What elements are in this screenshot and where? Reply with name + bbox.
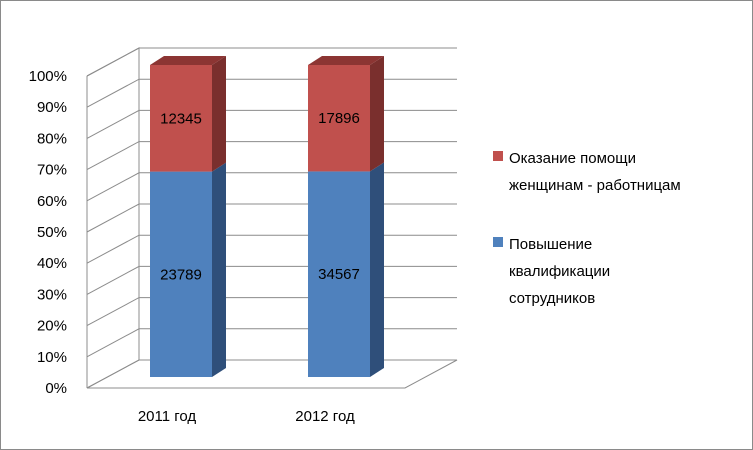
gridline bbox=[86, 297, 457, 327]
chart-walls bbox=[86, 47, 458, 389]
y-tick-label: 10% bbox=[37, 349, 67, 366]
y-tick-label: 90% bbox=[37, 99, 67, 116]
gridline bbox=[86, 203, 457, 233]
legend-swatch bbox=[493, 237, 503, 247]
legend-label: женщинам - работницам bbox=[509, 177, 681, 194]
bar-segment: 12345 bbox=[150, 56, 226, 172]
legend-item: Оказание помощи женщинам - работницам bbox=[493, 150, 681, 194]
gridline bbox=[86, 109, 457, 139]
legend-label: Повышение bbox=[509, 236, 592, 253]
legend-label: квалификации bbox=[509, 263, 610, 280]
side-wall-outline bbox=[86, 47, 140, 360]
bar-front bbox=[308, 65, 370, 172]
bar-segment: 23789 bbox=[150, 162, 226, 377]
data-label: 34567 bbox=[318, 266, 360, 283]
bar-front bbox=[150, 171, 212, 377]
legend-label: сотрудников bbox=[509, 290, 595, 307]
y-tick-label: 80% bbox=[37, 130, 67, 147]
gridline bbox=[86, 172, 457, 202]
data-label: 12345 bbox=[160, 110, 202, 127]
legend-swatch bbox=[493, 151, 503, 161]
bar-front bbox=[308, 171, 370, 377]
gridline bbox=[86, 328, 457, 358]
bar-top bbox=[150, 56, 226, 65]
data-label: 23789 bbox=[160, 266, 202, 283]
y-tick-label: 100% bbox=[29, 68, 67, 85]
y-tick-label: 60% bbox=[37, 193, 67, 210]
x-axis-categories: 2011 год 2012 год bbox=[138, 408, 355, 425]
x-category-label: 2012 год bbox=[295, 408, 355, 425]
bar-side bbox=[370, 56, 384, 172]
gridline bbox=[86, 359, 457, 389]
bars: 23789 12345 34567 17896 bbox=[150, 56, 384, 377]
y-tick-label: 30% bbox=[37, 286, 67, 303]
bar-segment: 17896 bbox=[308, 56, 384, 172]
y-tick-label: 70% bbox=[37, 162, 67, 179]
gridline bbox=[86, 234, 457, 264]
bar-side bbox=[212, 56, 226, 172]
data-label: 17896 bbox=[318, 110, 360, 127]
legend-label: Оказание помощи bbox=[509, 150, 636, 167]
gridline bbox=[86, 141, 457, 171]
gridline bbox=[86, 265, 457, 295]
floor-outline bbox=[86, 359, 458, 389]
gridline bbox=[86, 47, 457, 77]
y-axis-ticks: 0% 10% 20% 30% 40% 50% 60% 70% 80% 90% 100% bbox=[29, 68, 67, 397]
legend-item: Повышение квалификации сотрудников bbox=[493, 236, 610, 307]
gridline bbox=[86, 78, 457, 108]
y-tick-label: 20% bbox=[37, 318, 67, 335]
bar-top bbox=[308, 56, 384, 65]
y-tick-label: 0% bbox=[45, 380, 67, 397]
legend: Оказание помощи женщинам - работницам Повы… bbox=[493, 150, 681, 307]
bar-side bbox=[212, 162, 226, 377]
y-tick-label: 50% bbox=[37, 224, 67, 241]
bar-side bbox=[370, 162, 384, 377]
y-tick-label: 40% bbox=[37, 255, 67, 272]
x-category-label: 2011 год bbox=[138, 408, 197, 425]
bar-front bbox=[150, 65, 212, 172]
bar-segment: 34567 bbox=[308, 162, 384, 377]
gridlines bbox=[86, 47, 457, 389]
